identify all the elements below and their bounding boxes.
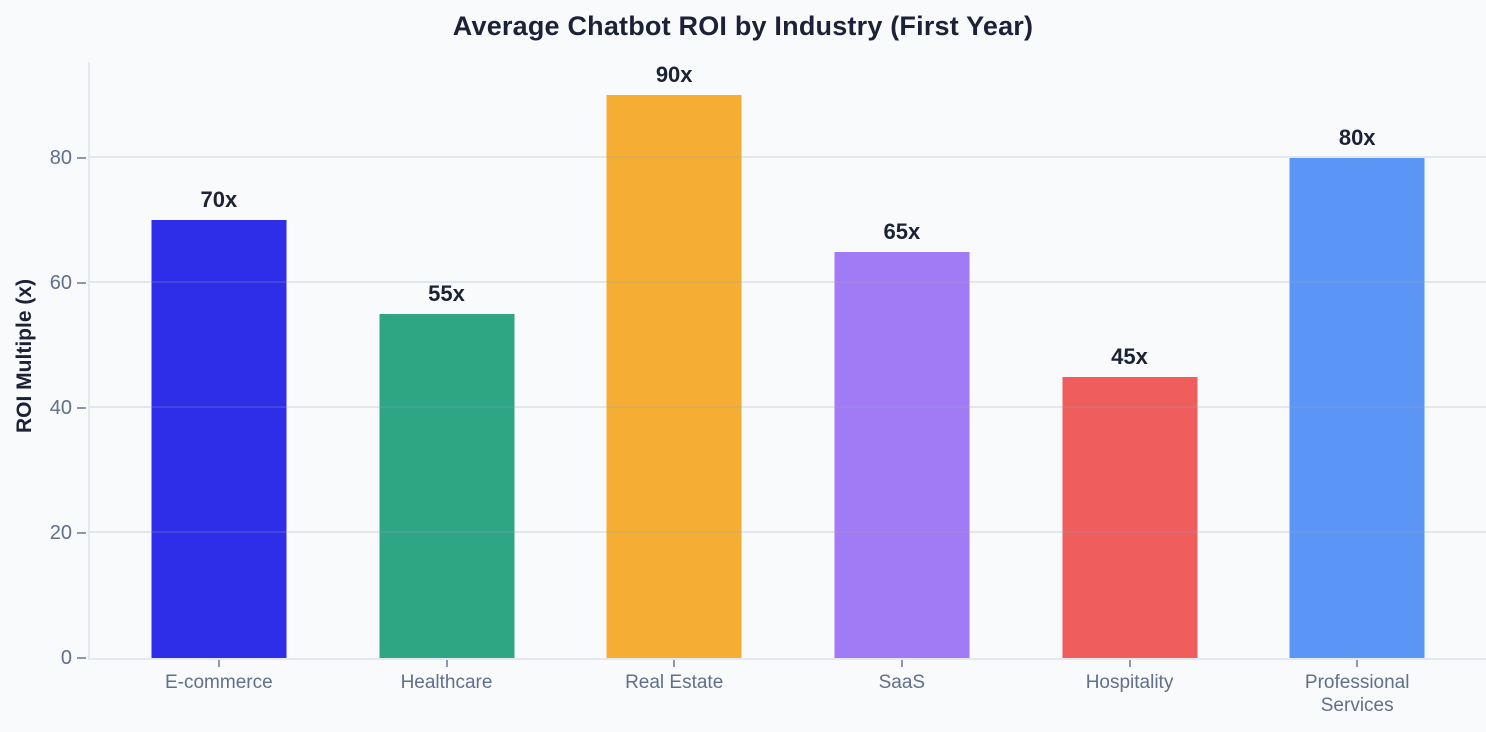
x-axis-label-text: Professional Services — [1304, 672, 1410, 717]
value-label-hospitality: 45x — [1111, 343, 1148, 369]
x-tick-mark-saas — [900, 660, 903, 667]
y-tick-mark-20 — [77, 531, 86, 534]
value-label-e-commerce: 70x — [200, 187, 238, 213]
x-axis-label-e-commerce: E-commerce — [105, 671, 333, 694]
plot-area: 0 20 40 60 80 70x E-commerce 55x Healthcare 90x Re… — [50, 62, 1486, 716]
y-axis-title: ROI Multiple (x) — [13, 279, 36, 433]
y-tick-mark-60 — [77, 281, 86, 284]
bar-professional-services — [1289, 157, 1425, 658]
bar-saas — [834, 251, 970, 658]
category-real-estate: 90x Real Estate — [560, 62, 788, 693]
bar-real-estate — [606, 95, 742, 658]
x-axis-label-text: Real Estate — [625, 672, 724, 693]
x-tick-mark-real-estate — [673, 660, 676, 667]
x-tick-mark-professional-services — [1356, 660, 1359, 667]
x-tick-mark-healthcare — [445, 660, 448, 667]
x-axis-label-hospitality: Hospitality — [1016, 671, 1244, 694]
bar-hospitality — [1062, 376, 1198, 658]
category-e-commerce: 70x E-commerce — [105, 62, 333, 693]
bar-healthcare — [379, 314, 514, 658]
chart-title: Average Chatbot ROI by Industry (First Y… — [452, 11, 1034, 41]
y-tick-mark-0 — [77, 657, 86, 659]
bar-e-commerce — [151, 220, 287, 658]
x-axis-label-healthcare: Healthcare — [333, 671, 561, 694]
y-tick-mark-40 — [77, 406, 86, 409]
category-healthcare: 55x Healthcare — [333, 62, 561, 693]
x-axis-label-real-estate: Real Estate — [560, 671, 788, 694]
x-axis-label-text: SaaS — [878, 672, 926, 693]
y-tick-mark-80 — [77, 156, 86, 159]
value-label-real-estate: 90x — [655, 62, 693, 88]
x-axis-label-text: Hospitality — [1085, 672, 1174, 693]
x-tick-mark-hospitality — [1128, 660, 1131, 667]
x-axis-label-text: Healthcare — [400, 672, 493, 693]
category-professional-services: 80x Professional Services — [1243, 62, 1471, 716]
category-hospitality: 45x Hospitality — [1016, 62, 1244, 693]
x-axis-label-professional-services: Professional Services — [1243, 671, 1471, 717]
x-axis-label-saas: SaaS — [788, 671, 1016, 694]
value-label-professional-services: 80x — [1338, 124, 1376, 150]
x-axis-label-text: E-commerce — [164, 672, 273, 693]
category-saas: 65x SaaS — [788, 62, 1016, 693]
value-label-saas: 65x — [883, 218, 921, 244]
value-label-healthcare: 55x — [428, 281, 465, 307]
x-tick-mark-e-commerce — [217, 660, 220, 667]
